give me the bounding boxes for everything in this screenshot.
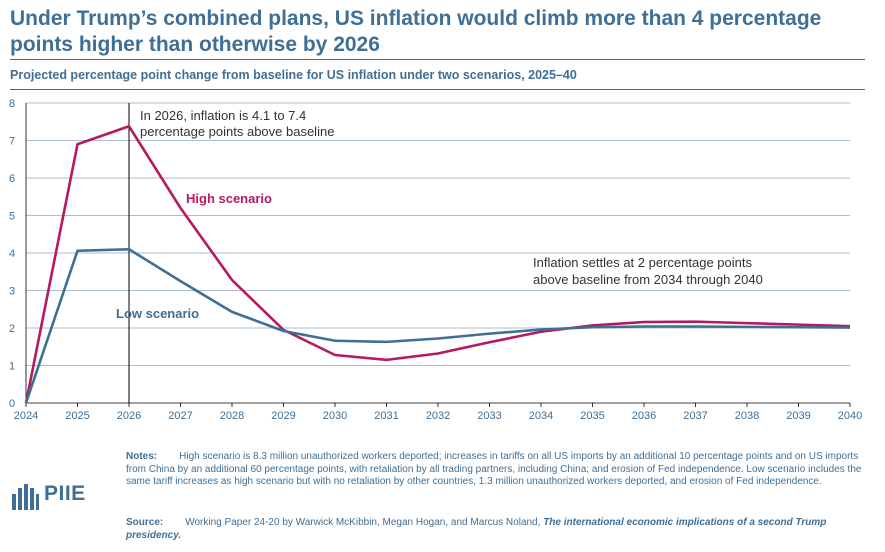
y-tick-label: 8 [9, 98, 15, 110]
x-tick-label: 2040 [838, 410, 862, 422]
source: Source: Working Paper 24-20 by Warwick Mc… [126, 517, 866, 542]
chart-subtitle: Projected percentage point change from b… [10, 68, 577, 82]
y-tick-label: 6 [9, 173, 15, 185]
y-tick-label: 1 [9, 361, 15, 373]
source-title: The international economic implications … [126, 517, 827, 541]
piie-logo-text: PIIE [44, 482, 86, 505]
x-tick-label: 2032 [426, 410, 450, 422]
x-tick-label: 2031 [374, 410, 398, 422]
series-line-low [24, 247, 851, 404]
series-line-high [24, 124, 851, 404]
x-tick-label: 2039 [786, 410, 810, 422]
y-tick-label: 3 [9, 286, 15, 298]
y-tick-label: 0 [9, 398, 15, 410]
x-tick-label: 2029 [271, 410, 295, 422]
x-tick-label: 2033 [477, 410, 501, 422]
x-tick-label: 2035 [580, 410, 604, 422]
x-tick-label: 2027 [168, 410, 192, 422]
x-tick-label: 2025 [65, 410, 89, 422]
y-tick-label: 4 [9, 248, 15, 260]
source-label: Source: [126, 517, 164, 528]
x-tick-label: 2024 [14, 410, 38, 422]
y-tick-label: 7 [9, 136, 15, 148]
notes-text: High scenario is 8.3 million unauthorize… [126, 451, 862, 488]
piie-logo: PIIE [10, 482, 120, 512]
series-label-high: High scenario [186, 191, 272, 206]
series-label-low: Low scenario [116, 306, 199, 321]
subtitle-divider [10, 89, 865, 90]
annotation-settle-line: Inflation settles at 2 percentage points [533, 255, 752, 270]
source-text: Working Paper 24-20 by Warwick McKibbin,… [185, 517, 544, 528]
x-tick-label: 2037 [683, 410, 707, 422]
annotation-settle-line: above baseline from 2034 through 2040 [533, 272, 763, 287]
x-tick-label: 2038 [735, 410, 759, 422]
y-tick-label: 2 [9, 323, 15, 335]
piie-logo-icon [12, 484, 39, 510]
annotation-2026-line: percentage points above baseline [140, 124, 334, 139]
chart-title: Under Trump’s combined plans, US inflati… [10, 7, 822, 56]
title-divider [10, 59, 865, 60]
line-chart: 0 1 2 3 4 5 6 7 8 2024 2025 2026 2027 2028 2029 2030 203… [9, 98, 862, 422]
x-tick-label: 2028 [220, 410, 244, 422]
notes: Notes: High scenario is 8.3 million unaut… [126, 451, 866, 489]
x-tick-label: 2034 [529, 410, 553, 422]
notes-label: Notes: [126, 451, 158, 462]
annotation-2026-line: In 2026, inflation is 4.1 to 7.4 [140, 108, 306, 123]
x-tick-label: 2026 [117, 410, 141, 422]
x-tick-label: 2036 [632, 410, 656, 422]
x-tick-label: 2030 [323, 410, 347, 422]
y-tick-label: 5 [9, 211, 15, 223]
